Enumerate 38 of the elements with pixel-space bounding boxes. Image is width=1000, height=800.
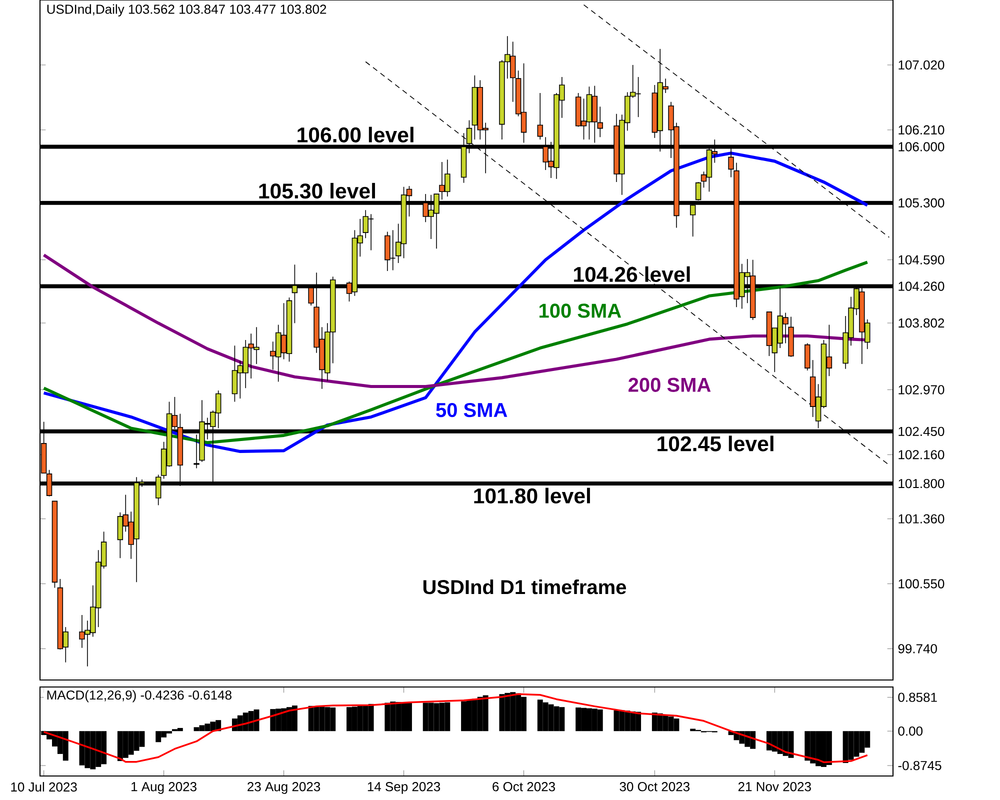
candlestick [597,106,603,138]
y-tick-label: 101.360 [898,514,944,524]
ref-line-label: 101.80 level [474,488,590,504]
x-tick-label: 23 Aug 2023 [248,782,320,794]
series-label: 50 SMA [436,402,508,418]
ref-line-label: 104.26 level [574,266,690,282]
ref-line-label: 106.00 level [298,126,414,142]
chart-title: USDInd,Daily 103.562 103.847 103.477 103.802 [47,4,326,16]
y-tick-label: 107.020 [898,60,944,70]
x-tick-label: 30 Oct 2023 [620,782,690,792]
annotation: USDInd D1 timeframe [423,580,626,594]
ref-line-label: 102.45 level [658,436,774,452]
y-tick-label: -0.8745 [898,760,942,770]
series-label: 100 SMA [540,304,622,318]
chart-title: MACD(12,26,9) -0.4236 -0.6148 [47,690,232,702]
y-tick-label: 104.260 [898,282,944,291]
y-tick-label: 101.800 [898,478,944,488]
x-tick-label: 14 Sep 2023 [368,782,440,794]
y-tick-label: 102.450 [898,426,944,436]
y-tick-label: 0.00 [898,726,923,736]
y-tick-label: 103.802 [898,318,944,328]
y-tick-label: 106.210 [898,125,944,135]
ref-line-label: 105.30 level [259,182,375,199]
y-tick-label: 0.8581 [898,692,937,702]
y-tick-label: 105.300 [898,198,944,208]
x-tick-label: 6 Oct 2023 [492,782,555,792]
y-tick-label: 100.550 [898,579,944,588]
y-tick-label: 102.970 [898,385,944,394]
candlestick [537,92,543,140]
y-tick-label: 104.590 [898,255,944,264]
x-tick-label: 1 Aug 2023 [132,782,196,794]
x-tick-label: 10 Jul 2023 [11,782,77,792]
candlestick [804,342,810,371]
y-tick-label: 99.740 [898,644,937,654]
y-tick-label: 106.000 [898,142,944,152]
y-tick-label: 102.160 [898,450,944,460]
series-label: 200 SMA [628,378,711,392]
x-tick-label: 21 Nov 2023 [738,782,811,792]
